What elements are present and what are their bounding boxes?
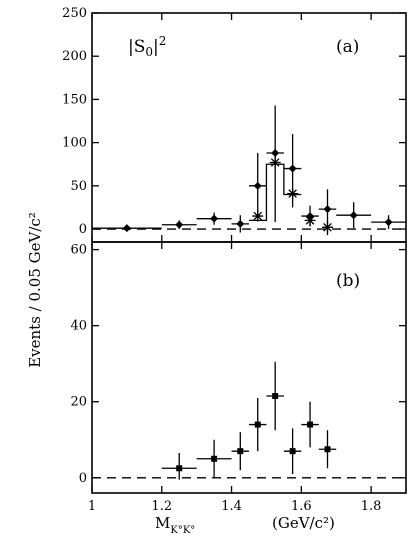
a-point: [288, 164, 297, 173]
a-ytick-label: 250: [62, 6, 87, 21]
a-point: [349, 211, 358, 220]
panel-a: 0 50 100 150 200 250 (a) |S0|2: [62, 6, 407, 243]
y-axis-title: Events / 0.05 GeV/c²: [26, 212, 44, 368]
a-star-point: [269, 156, 281, 168]
a-star-point: [252, 210, 264, 222]
a-star-point: [322, 221, 333, 233]
a-point: [175, 220, 184, 229]
b-xtick-label: 1: [88, 499, 96, 514]
b-point: [211, 455, 218, 462]
a-point: [323, 205, 332, 214]
b-ytick-label: 0: [79, 471, 87, 486]
b-ytick-label: 60: [70, 243, 87, 258]
a-point: [384, 218, 393, 227]
x-axis-unit: (GeV/c²): [272, 514, 335, 532]
a-ytick-label: 100: [62, 136, 87, 151]
b-ytick-label: 20: [70, 395, 87, 410]
b-plot-frame: [91, 241, 407, 494]
a-point: [236, 219, 245, 228]
b-point: [289, 448, 296, 455]
b-point: [307, 421, 314, 428]
a-ytick-label: 200: [62, 49, 87, 64]
b-point: [254, 421, 261, 428]
a-star-point: [287, 188, 299, 200]
panel-b: 0 20 40 60 1 1.2 1.4 1.6 1.8 (b): [70, 241, 407, 514]
b-point: [324, 446, 331, 453]
a-ytick-label: 0: [79, 222, 87, 237]
a-point: [271, 148, 280, 157]
b-xtick-label: 1.4: [221, 499, 242, 514]
x-axis-title: MK°K°: [155, 514, 195, 536]
b-point: [272, 393, 279, 400]
panel-a-annotation: |S0|2: [128, 34, 166, 59]
b-ytick-label: 40: [70, 319, 87, 334]
a-point: [210, 214, 219, 223]
panel-a-label: (a): [336, 37, 359, 57]
a-star-point: [304, 214, 316, 226]
a-ytick-label: 150: [62, 92, 87, 107]
b-point: [176, 465, 183, 472]
b-xtick-label: 1.2: [151, 499, 172, 514]
a-ytick-label: 50: [70, 179, 87, 194]
b-point: [237, 448, 244, 455]
b-xtick-label: 1.8: [361, 499, 382, 514]
b-xtick-label: 1.6: [291, 499, 312, 514]
a-point: [253, 181, 262, 190]
panel-b-label: (b): [336, 271, 360, 291]
a-point: [122, 224, 131, 233]
